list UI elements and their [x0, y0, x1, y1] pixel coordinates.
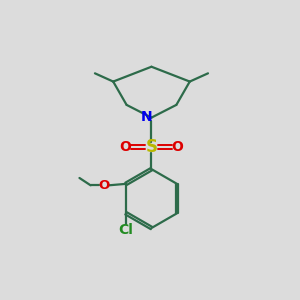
- Text: O: O: [98, 179, 110, 192]
- Text: S: S: [146, 138, 158, 156]
- Text: Cl: Cl: [118, 223, 134, 236]
- Text: O: O: [119, 140, 131, 154]
- Text: O: O: [172, 140, 184, 154]
- Text: N: N: [141, 110, 153, 124]
